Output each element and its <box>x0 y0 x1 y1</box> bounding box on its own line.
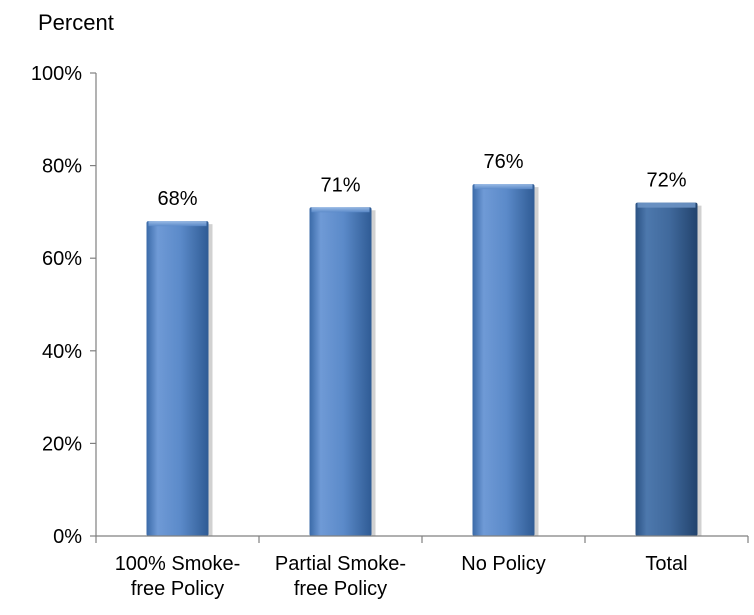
y-tick-label: 40% <box>42 341 82 363</box>
y-tick-label: 0% <box>53 526 82 548</box>
bar-group: 72% <box>635 170 702 536</box>
x-category-label: 100% Smoke-free Policy <box>115 553 241 600</box>
y-tick-label: 20% <box>42 433 82 455</box>
x-category-label-line: Total <box>645 553 687 575</box>
x-category-label-line: free Policy <box>294 578 387 600</box>
data-label: 71% <box>320 174 360 196</box>
y-axis: 0% 20% 40% 60% 80% 100% <box>31 63 97 548</box>
x-category-label: Total <box>645 553 687 575</box>
data-label: 68% <box>157 188 197 210</box>
data-label: 76% <box>483 151 523 173</box>
y-tick-label: 100% <box>31 63 82 85</box>
bar-group: 76% <box>472 151 539 536</box>
x-category-label: Partial Smoke-free Policy <box>275 553 406 600</box>
bar-group: 68% <box>146 188 213 536</box>
bar-top-highlight <box>637 202 696 208</box>
bar-top-highlight <box>148 221 207 227</box>
bar <box>146 221 209 536</box>
x-category-label-line: No Policy <box>461 553 545 575</box>
x-category-label: No Policy <box>461 553 545 575</box>
bar-group: 71% <box>309 174 376 536</box>
bar-top-highlight <box>311 207 370 213</box>
x-category-label-line: free Policy <box>131 578 224 600</box>
bar <box>635 202 698 536</box>
bars: 68% 71% 76% 72% <box>146 151 702 536</box>
bar <box>309 207 372 536</box>
y-axis-title: Percent <box>38 10 114 35</box>
x-category-label-line: Partial Smoke- <box>275 553 406 575</box>
bar <box>472 184 535 536</box>
y-tick-label: 80% <box>42 156 82 178</box>
y-tick-label: 60% <box>42 248 82 270</box>
data-label: 72% <box>646 170 686 192</box>
x-category-label-line: 100% Smoke- <box>115 553 241 575</box>
bar-top-highlight <box>474 184 533 190</box>
